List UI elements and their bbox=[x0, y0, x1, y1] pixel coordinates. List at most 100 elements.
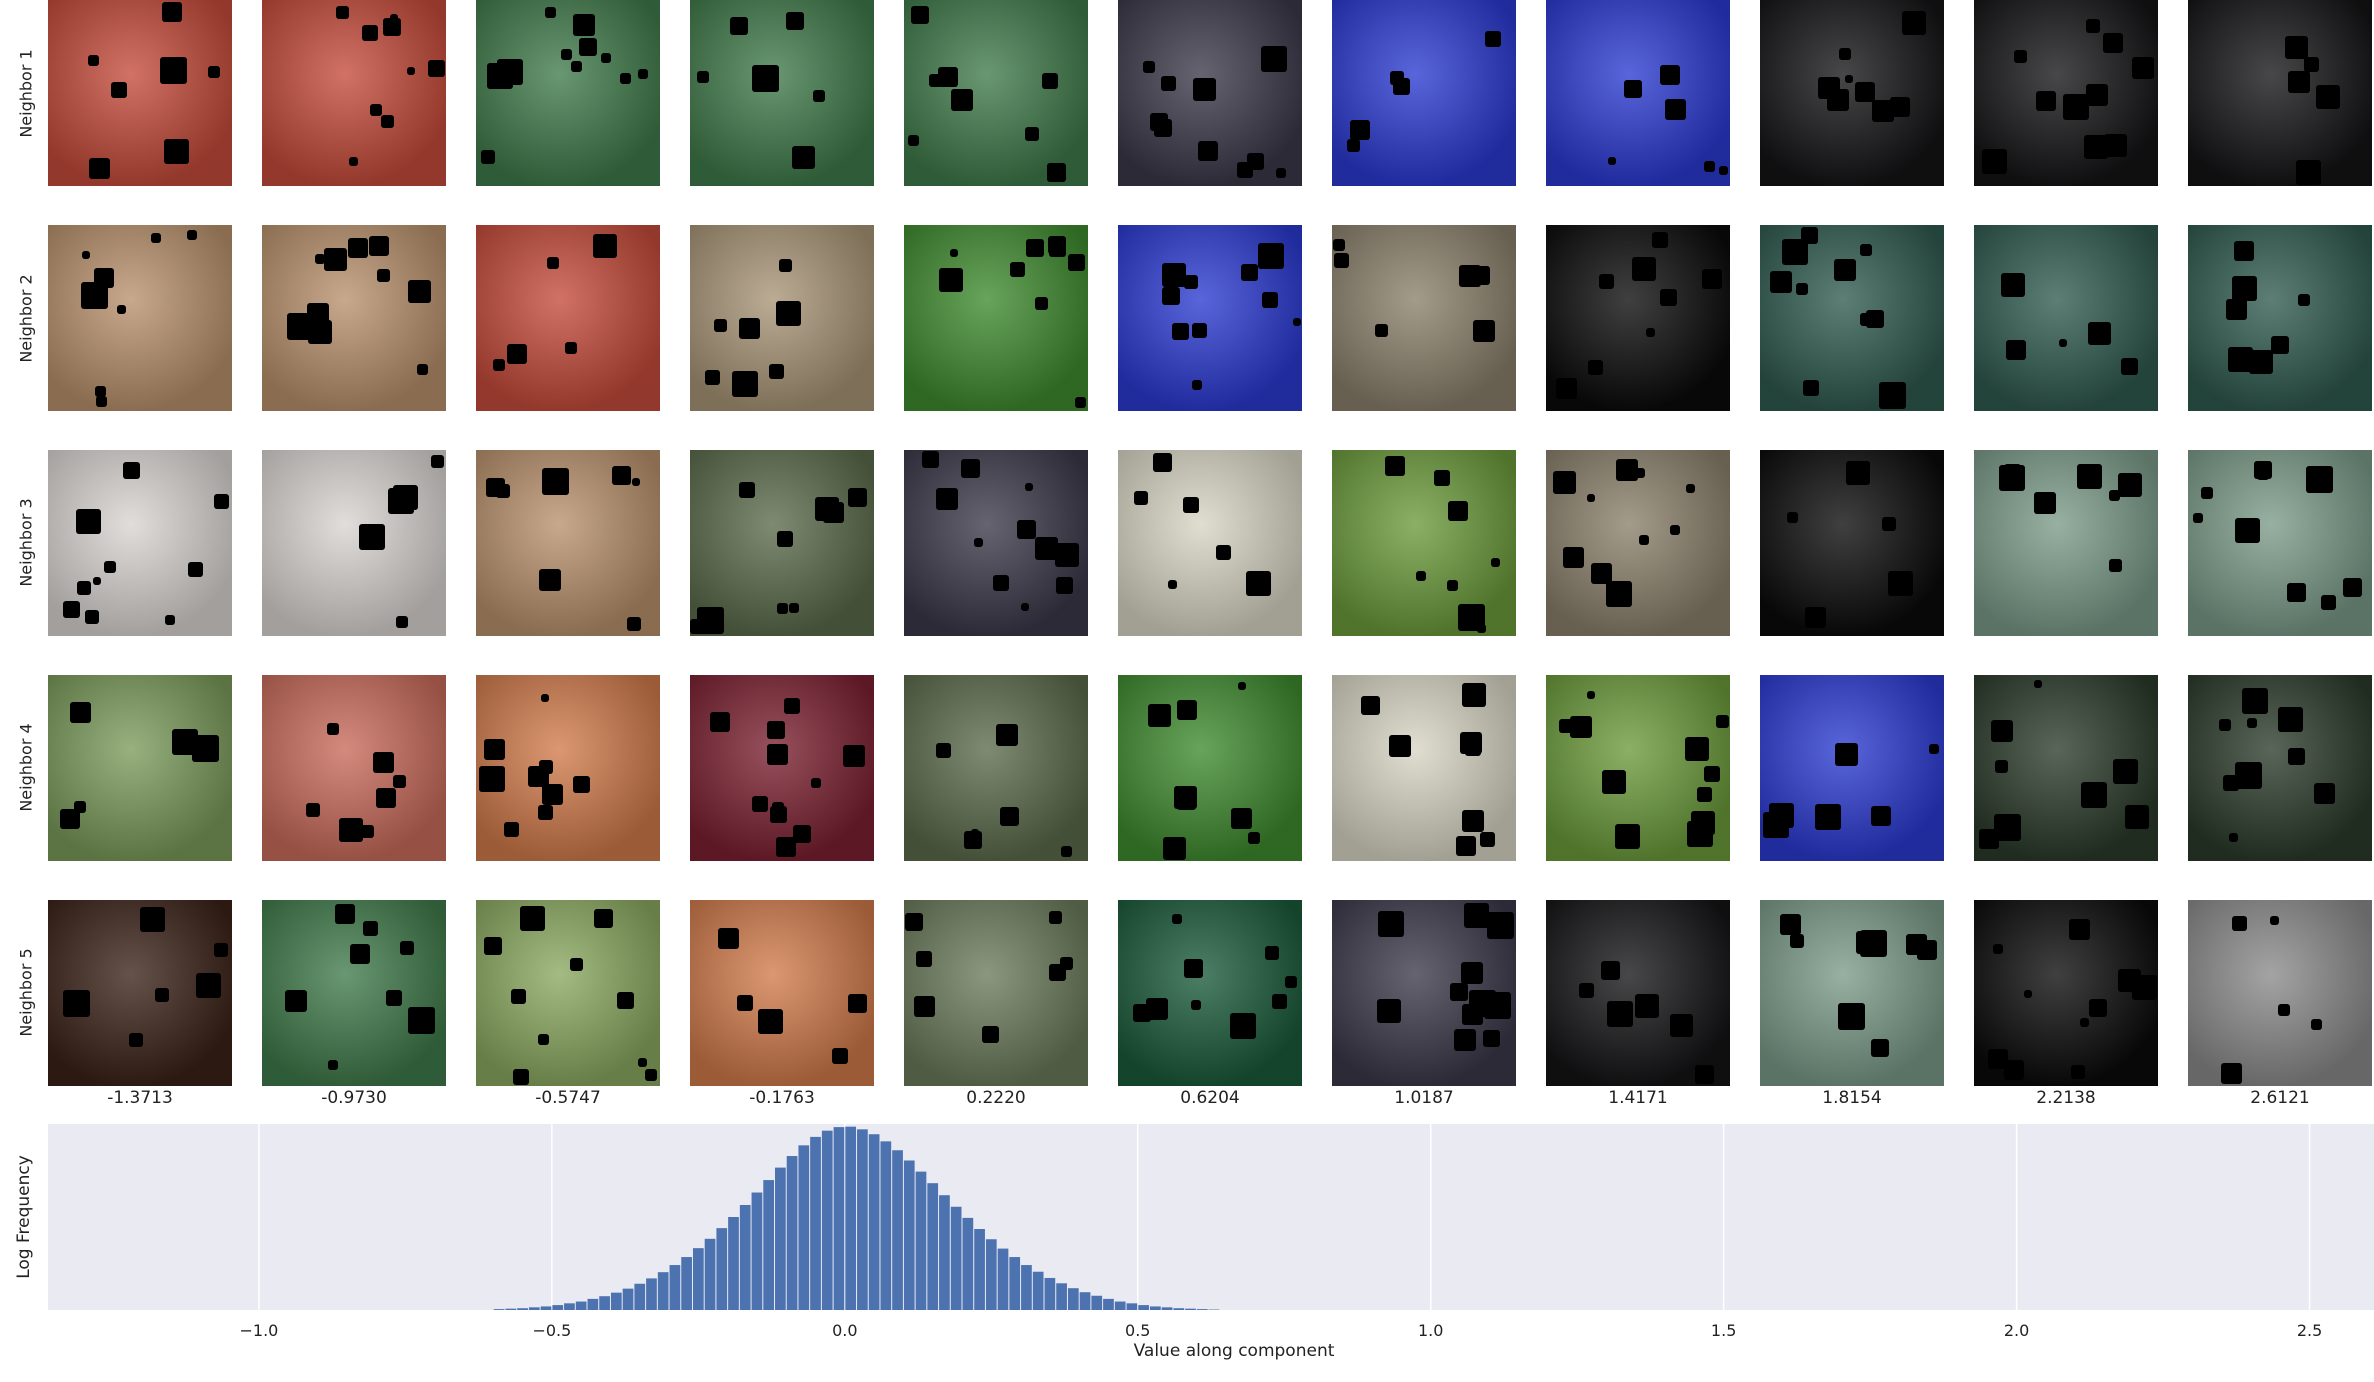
occlusion-patch bbox=[1801, 227, 1818, 244]
occlusion-patch bbox=[767, 721, 785, 739]
occlusion-patch bbox=[117, 305, 126, 314]
histogram-bar bbox=[692, 1248, 704, 1310]
occlusion-patch bbox=[1995, 760, 2008, 773]
histogram-bar bbox=[681, 1257, 692, 1310]
occlusion-patch bbox=[1447, 580, 1458, 591]
histogram-bar bbox=[1138, 1305, 1149, 1310]
occlusion-patch bbox=[2296, 160, 2321, 185]
occlusion-patch bbox=[792, 146, 815, 169]
histogram-bar bbox=[1044, 1277, 1056, 1310]
histogram-bar bbox=[1185, 1308, 1196, 1310]
occlusion-patch bbox=[348, 238, 368, 258]
occlusion-patch bbox=[2270, 916, 2279, 925]
occlusion-patch bbox=[339, 818, 363, 842]
neighbor-image bbox=[476, 0, 660, 186]
histogram-bar bbox=[1091, 1295, 1103, 1310]
row-label-neighbor-3: Neighbor 3 bbox=[16, 497, 36, 587]
occlusion-patch bbox=[848, 488, 867, 507]
occlusion-patch bbox=[772, 802, 784, 814]
occlusion-patch bbox=[1685, 737, 1709, 761]
occlusion-patch bbox=[1588, 360, 1603, 375]
occlusion-patch bbox=[570, 958, 583, 971]
neighbor-image bbox=[1974, 450, 2158, 636]
occlusion-patch bbox=[690, 619, 705, 634]
occlusion-patch bbox=[1075, 397, 1086, 408]
occlusion-patch bbox=[2343, 578, 2362, 597]
occlusion-patch bbox=[1483, 1030, 1500, 1047]
occlusion-patch bbox=[1293, 318, 1301, 326]
row-label-neighbor-5: Neighbor 5 bbox=[16, 947, 36, 1037]
occlusion-patch bbox=[914, 996, 935, 1017]
neighbor-image bbox=[1118, 0, 1302, 186]
column-value-9: 1.8154 bbox=[1822, 1088, 1882, 1108]
occlusion-patch bbox=[1639, 535, 1649, 545]
occlusion-patch bbox=[328, 1060, 338, 1070]
occlusion-patch bbox=[573, 14, 595, 36]
histogram-bar bbox=[540, 1306, 552, 1310]
neighbor-image bbox=[1118, 675, 1302, 861]
occlusion-patch bbox=[1827, 89, 1849, 111]
occlusion-patch bbox=[1258, 243, 1284, 269]
occlusion-patch bbox=[2089, 999, 2107, 1017]
occlusion-patch bbox=[594, 909, 613, 928]
occlusion-patch bbox=[2271, 336, 2289, 354]
neighbor-image bbox=[262, 900, 446, 1086]
occlusion-patch bbox=[74, 801, 86, 813]
neighbor-image bbox=[476, 225, 660, 411]
occlusion-patch bbox=[396, 616, 408, 628]
occlusion-patch bbox=[1487, 912, 1514, 939]
occlusion-patch bbox=[951, 89, 973, 111]
occlusion-patch bbox=[1635, 468, 1645, 478]
occlusion-patch bbox=[1454, 1029, 1476, 1051]
occlusion-patch bbox=[993, 575, 1009, 591]
occlusion-patch bbox=[541, 694, 549, 702]
occlusion-patch bbox=[407, 67, 415, 75]
occlusion-patch bbox=[1237, 162, 1253, 178]
neighbor-image bbox=[1332, 675, 1516, 861]
occlusion-patch bbox=[1790, 934, 1804, 948]
occlusion-patch bbox=[1846, 461, 1870, 485]
occlusion-patch bbox=[2004, 1060, 2024, 1080]
occlusion-patch bbox=[362, 25, 378, 41]
occlusion-patch bbox=[697, 71, 709, 83]
occlusion-patch bbox=[617, 992, 634, 1009]
occlusion-patch bbox=[1025, 127, 1039, 141]
neighbor-image bbox=[904, 0, 1088, 186]
histogram-bar bbox=[939, 1195, 950, 1310]
neighbor-image bbox=[690, 450, 874, 636]
occlusion-patch bbox=[2321, 595, 2336, 610]
occlusion-patch bbox=[1448, 501, 1468, 521]
histogram-bar bbox=[669, 1265, 681, 1310]
occlusion-patch bbox=[1906, 934, 1927, 955]
occlusion-patch bbox=[1991, 720, 2013, 742]
occlusion-patch bbox=[1632, 257, 1656, 281]
histogram-bar bbox=[786, 1156, 798, 1310]
histogram-bar bbox=[599, 1296, 610, 1310]
histogram-bar bbox=[493, 1309, 505, 1310]
histogram-bar bbox=[1021, 1265, 1032, 1310]
occlusion-patch bbox=[961, 459, 980, 478]
occlusion-patch bbox=[627, 617, 641, 631]
occlusion-patch bbox=[579, 38, 597, 56]
occlusion-patch bbox=[60, 809, 80, 829]
occlusion-patch bbox=[2278, 707, 2303, 732]
occlusion-patch bbox=[1148, 704, 1171, 727]
occlusion-patch bbox=[2223, 775, 2239, 791]
occlusion-patch bbox=[1563, 547, 1584, 568]
occlusion-patch bbox=[2088, 322, 2111, 345]
occlusion-patch bbox=[1177, 700, 1197, 720]
occlusion-patch bbox=[739, 482, 755, 498]
occlusion-patch bbox=[718, 928, 739, 949]
occlusion-patch bbox=[1602, 770, 1626, 794]
histogram-bar bbox=[634, 1283, 646, 1310]
occlusion-patch bbox=[1460, 732, 1482, 754]
occlusion-patch bbox=[307, 303, 329, 325]
occlusion-patch bbox=[363, 921, 378, 936]
occlusion-patch bbox=[982, 1026, 999, 1043]
occlusion-patch bbox=[2109, 490, 2120, 501]
occlusion-patch bbox=[155, 988, 169, 1002]
occlusion-patch bbox=[767, 744, 788, 765]
column-value-11: 2.6121 bbox=[2250, 1088, 2310, 1108]
occlusion-patch bbox=[336, 6, 349, 19]
neighbor-image bbox=[1974, 900, 2158, 1086]
